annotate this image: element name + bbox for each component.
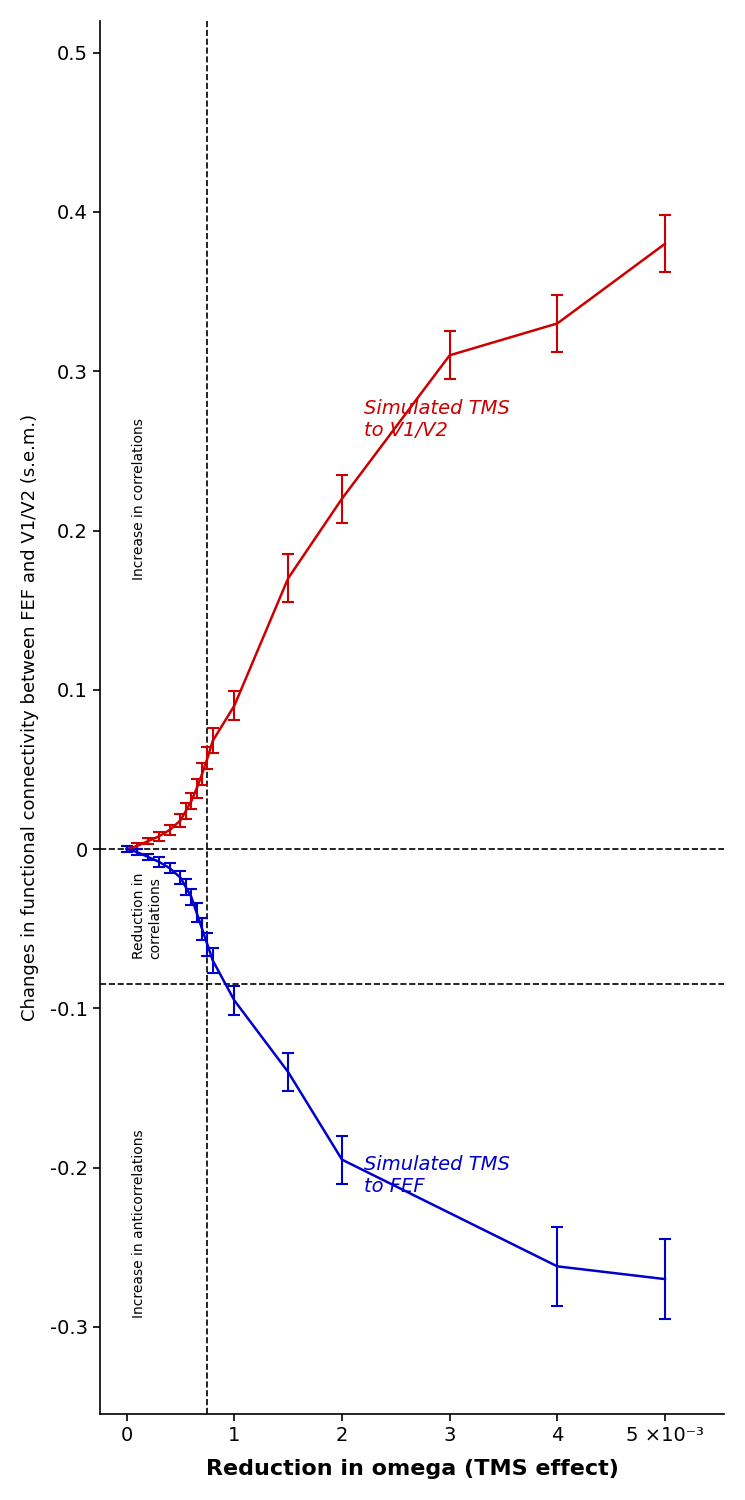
Y-axis label: Changes in functional connectivity between FEF and V1/V2 (s.e.m.): Changes in functional connectivity betwe… (21, 414, 39, 1022)
Text: Simulated TMS
to FEF: Simulated TMS to FEF (364, 1155, 510, 1196)
Text: Increase in correlations: Increase in correlations (132, 417, 146, 579)
Text: Simulated TMS
to V1/V2: Simulated TMS to V1/V2 (364, 399, 510, 439)
X-axis label: Reduction in omega (TMS effect): Reduction in omega (TMS effect) (206, 1460, 618, 1479)
Text: Increase in anticorrelations: Increase in anticorrelations (132, 1130, 146, 1317)
Text: Reduction in
correlations: Reduction in correlations (132, 873, 162, 958)
